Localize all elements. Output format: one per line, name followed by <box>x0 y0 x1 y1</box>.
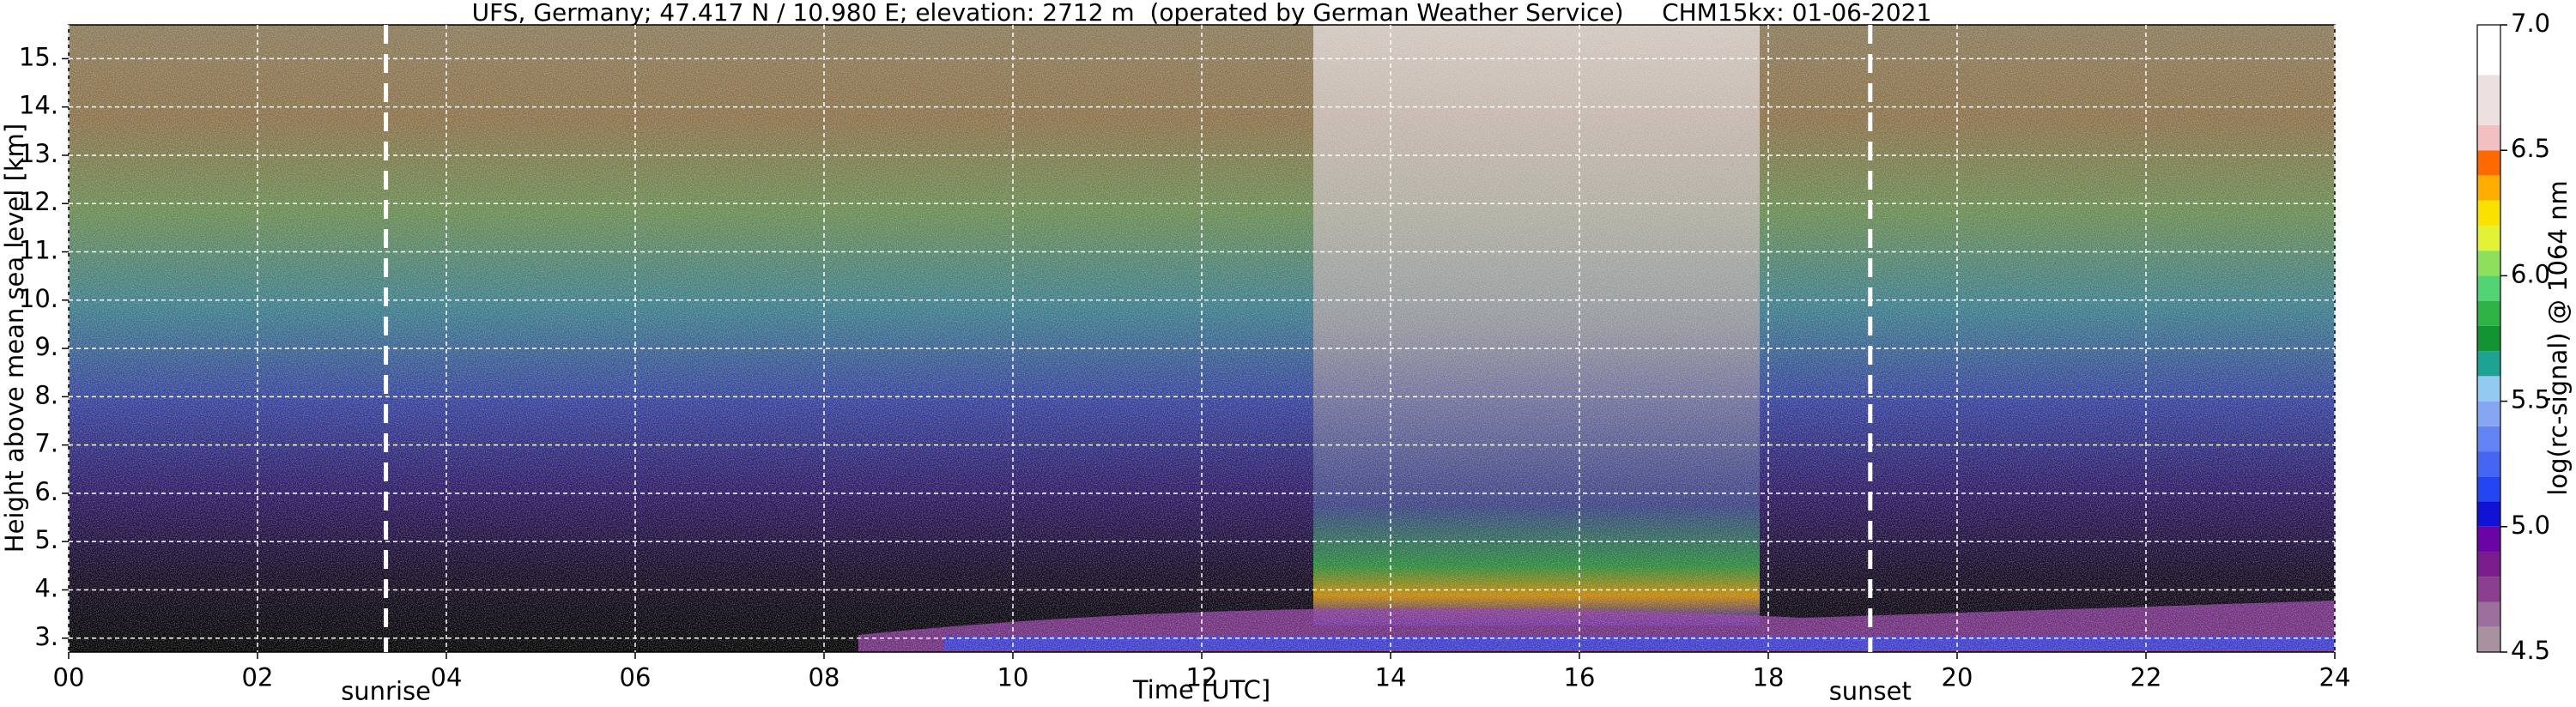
colorbar-tick-label: 6.5 <box>2511 134 2550 163</box>
y-tick-label: 10. <box>19 284 58 313</box>
x-tick-label: 04 <box>431 663 463 692</box>
colorbar-bin <box>2477 526 2500 553</box>
y-tick-label: 11. <box>19 236 58 265</box>
y-tick-label: 13. <box>19 139 58 168</box>
y-tick-label: 3. <box>34 622 58 651</box>
colorbar-bin <box>2477 351 2500 377</box>
colorbar-tick-label: 4.5 <box>2511 636 2550 665</box>
x-tick-label: 10 <box>997 663 1029 692</box>
colorbar-bin <box>2477 626 2500 652</box>
x-tick-label: 02 <box>242 663 274 692</box>
colorbar-bin <box>2477 426 2500 452</box>
colorbar-tick-label: 6.0 <box>2511 259 2550 288</box>
x-tick-label: 18 <box>1753 663 1785 692</box>
colorbar-bin <box>2477 325 2500 352</box>
x-tick-label: 16 <box>1564 663 1596 692</box>
colorbar-bin <box>2477 175 2500 201</box>
x-tick-label: 06 <box>620 663 652 692</box>
annotation-label: sunset <box>1829 677 1912 706</box>
y-tick-label: 7. <box>34 429 58 458</box>
x-tick-label: 22 <box>2131 663 2162 692</box>
colorbar-bin <box>2477 251 2500 276</box>
x-tick-label: 24 <box>2319 663 2351 692</box>
colorbar-bin <box>2477 401 2500 426</box>
y-axis-label: Height above mean sea level [km] <box>0 124 29 553</box>
chart-title: UFS, Germany; 47.417 N / 10.980 E; eleva… <box>472 0 1932 27</box>
x-tick-label: 00 <box>53 663 85 692</box>
y-tick-label: 4. <box>34 574 58 603</box>
y-tick-label: 8. <box>34 380 58 409</box>
colorbar-tick-label: 5.5 <box>2511 385 2550 414</box>
y-tick-label: 14. <box>19 91 58 120</box>
colorbar-bin <box>2477 150 2500 176</box>
colorbar-bin <box>2477 75 2500 125</box>
colorbar-bin <box>2477 25 2500 76</box>
colorbar-bin <box>2477 124 2500 151</box>
y-tick-label: 9. <box>34 332 58 361</box>
colorbar-label: log(rc-signal) @ 1064 nm <box>2543 180 2573 495</box>
colorbar-tick-label: 7.0 <box>2511 9 2550 38</box>
colorbar-bin <box>2477 376 2500 402</box>
colorbar-bin <box>2477 476 2500 502</box>
y-tick-label: 6. <box>34 477 58 506</box>
x-tick-label: 12 <box>1186 663 1218 692</box>
colorbar-bin <box>2477 577 2500 602</box>
y-tick-label: 12. <box>19 187 58 216</box>
colorbar-bin <box>2477 225 2500 251</box>
colorbar-bin <box>2477 552 2500 577</box>
colorbar-bin <box>2477 200 2500 226</box>
x-tick-label: 14 <box>1375 663 1407 692</box>
x-axis-label: Time [UTC] <box>1132 675 1270 704</box>
x-tick-label: 20 <box>1942 663 1973 692</box>
colorbar-bin <box>2477 275 2500 301</box>
y-tick-label: 5. <box>34 525 58 554</box>
colorbar-bin <box>2477 601 2500 627</box>
colorbar-bin <box>2477 501 2500 527</box>
colorbar-tick-label: 5.0 <box>2511 511 2550 540</box>
y-tick-label: 15. <box>19 42 58 71</box>
annotation-label: sunrise <box>341 677 431 706</box>
x-tick-label: 08 <box>809 663 840 692</box>
colorbar-bin <box>2477 451 2500 477</box>
colorbar-frame <box>2476 24 2501 653</box>
colorbar-bin <box>2477 300 2500 326</box>
